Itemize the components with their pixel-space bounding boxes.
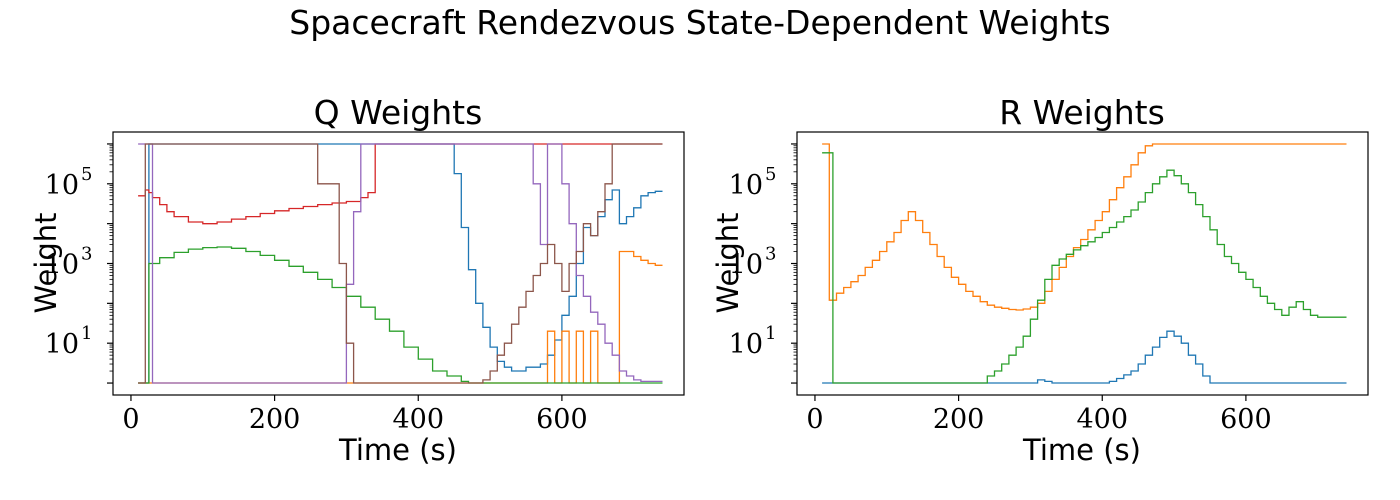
r-y-tick-exponent: 1: [765, 323, 776, 344]
r-y-tick-exponent: 5: [765, 164, 776, 185]
q-y-tick-label: 10 3: [45, 244, 93, 281]
q-series-line-6: [138, 143, 663, 384]
q-y-tick-exponent: 1: [81, 323, 92, 344]
q-y-tick-base: 10: [45, 250, 79, 281]
r-panel-title: R Weights: [999, 93, 1165, 132]
q-y-axis-label: Weight: [29, 212, 63, 313]
r-y-tick-label: 10 1: [729, 323, 777, 360]
r-x-tick-label: 0: [806, 404, 823, 435]
q-series-line-4: [138, 143, 663, 225]
q-x-tick-label: 200: [249, 404, 301, 435]
q-y-tick-exponent: 3: [81, 244, 92, 265]
q-series-line-5: [138, 143, 663, 384]
q-x-axis-label: Time (s): [338, 433, 457, 467]
q-x-tick-label: 400: [392, 404, 444, 435]
r-plot-area: [822, 143, 1347, 384]
r-y-tick-label: 10 5: [729, 164, 777, 201]
r-series-line-2: [822, 143, 1347, 311]
r-series-line-1: [822, 330, 1347, 384]
q-y-tick-label: 10 5: [45, 164, 93, 201]
r-y-tick-exponent: 3: [765, 244, 776, 265]
r-y-tick-label: 10 3: [729, 244, 777, 281]
r-x-axis-label: Time (s): [1022, 433, 1141, 467]
q-series-line-3: [138, 246, 663, 384]
q-x-tick-label: 0: [122, 404, 139, 435]
figure-title: Spacecraft Rendezvous State-Dependent We…: [289, 3, 1110, 42]
q-y-tick-exponent: 5: [81, 164, 92, 185]
q-series-line-2: [138, 250, 663, 384]
q-plot-area: [138, 143, 663, 384]
q-y-tick-base: 10: [45, 329, 79, 360]
r-y-tick-base: 10: [729, 329, 763, 360]
q-axes-frame: [112, 131, 685, 396]
q-y-tick-label: 10 1: [45, 323, 93, 360]
q-panel-title: Q Weights: [314, 93, 483, 132]
q-x-tick-label: 600: [536, 404, 588, 435]
r-x-tick-label: 400: [1076, 404, 1128, 435]
r-axes-frame: [796, 131, 1369, 396]
r-y-axis-label: Weight: [711, 212, 745, 313]
q-y-tick-base: 10: [45, 170, 79, 201]
r-x-tick-label: 600: [1220, 404, 1272, 435]
r-y-tick-base: 10: [729, 170, 763, 201]
r-series-line-3: [822, 152, 1347, 384]
r-x-tick-label: 200: [933, 404, 985, 435]
r-y-tick-base: 10: [729, 250, 763, 281]
